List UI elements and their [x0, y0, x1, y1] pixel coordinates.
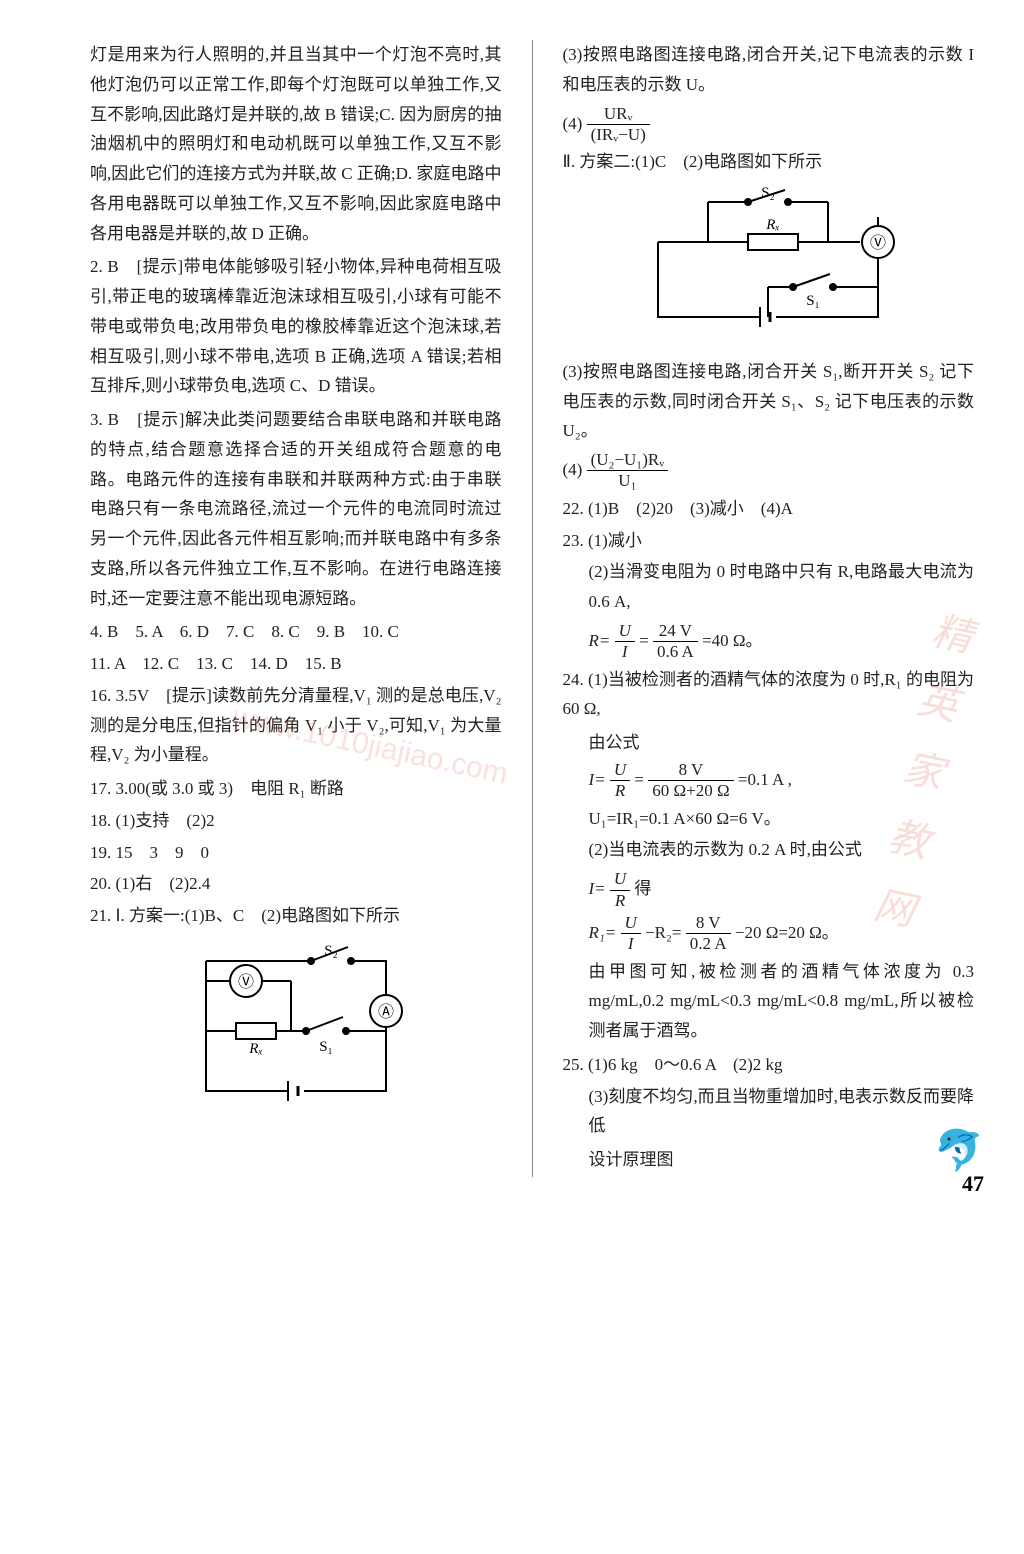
u1-calc: U₁=IR₁=0.1 A×60 Ω=6 V。: [563, 804, 975, 834]
s2-label: S₂: [324, 943, 338, 959]
s1-label-2: S₁: [806, 293, 820, 309]
r4b-fraction: (U₂−U₁)Rᵥ U₁: [587, 450, 669, 492]
r-step3: (3)按照电路图连接电路,闭合开关,记下电流表的示数 I 和电压表的示数 U。: [563, 40, 975, 100]
r9n1: U: [615, 621, 635, 642]
r4b-num: (U₂−U₁)Rᵥ: [587, 450, 669, 471]
r9c: =40 Ω。: [702, 631, 762, 650]
voltmeter-label-2: Ⓥ: [870, 234, 886, 252]
r12c: =0.1 A ,: [738, 770, 792, 789]
answer-24-2: (2)当电流表的示数为 0.2 A 时,由公式: [563, 835, 975, 865]
r-step3b: (3)按照电路图连接电路,闭合开关 S₁,断开开关 S₂ 记下电压表的示数,同时…: [563, 357, 975, 446]
formula-I2: I= UR 得: [563, 869, 975, 911]
r17-conclusion: 由甲图可知,被检测者的酒精气体浓度为 0.3 mg/mL,0.2 mg/mL<0…: [563, 957, 975, 1046]
ammeter-label: Ⓐ: [378, 1003, 394, 1021]
answer-3: 3. B [提示]解决此类问题要结合串联电路和并联电路的特点,结合题意选择合适的…: [90, 405, 502, 613]
r4-den: (IRᵥ−U): [587, 125, 650, 145]
formula-R: R= UI = 24 V0.6 A =40 Ω。: [563, 621, 975, 663]
voltmeter-label: Ⓥ: [238, 973, 254, 991]
formula-I: I= UR = 8 V60 Ω+20 Ω =0.1 A ,: [563, 760, 975, 802]
r15n: U: [610, 869, 630, 890]
r16b: −R₂=: [645, 923, 681, 942]
answer-23-2: (2)当滑变电阻为 0 时电路中只有 R,电路最大电流为 0.6 A,: [563, 557, 975, 617]
r16d2: 0.2 A: [686, 934, 731, 954]
answer-20: 20. (1)右 (2)2.4: [90, 869, 502, 899]
column-divider: [532, 40, 533, 1177]
rx-label-2: Rₓ: [766, 217, 780, 233]
page-number: 47: [934, 1171, 984, 1197]
answers-11-15: 11. A 12. C 13. C 14. D 15. B: [90, 649, 502, 679]
r9d2: 0.6 A: [653, 642, 698, 662]
rx-label: Rₓ: [248, 1041, 262, 1057]
s1-label: S₁: [319, 1039, 333, 1055]
dolphin-icon: 🐬: [934, 1131, 984, 1171]
r16d1: I: [621, 934, 641, 954]
r15d: R: [610, 891, 630, 911]
r16c: −20 Ω=20 Ω。: [735, 923, 839, 942]
r16n2: 8 V: [686, 913, 731, 934]
s2-label-2: S₂: [761, 187, 775, 201]
answer-18: 18. (1)支持 (2)2: [90, 806, 502, 836]
r-step4b: (4) (U₂−U₁)Rᵥ U₁: [563, 450, 975, 492]
r4-num: URᵥ: [587, 104, 650, 125]
r16n1: U: [621, 913, 641, 934]
circuit-diagram-1: Ⓥ Ⓐ S₂ S₁ Rₓ: [90, 941, 502, 1121]
page: 灯是用来为行人照明的,并且当其中一个灯泡不亮时,其他灯泡仍可以正常工作,即每个灯…: [0, 0, 1024, 1207]
answer-19: 19. 15 3 9 0: [90, 838, 502, 868]
answer-25-design: 设计原理图: [563, 1145, 975, 1175]
answer-22: 22. (1)B (2)20 (3)减小 (4)A: [563, 494, 975, 524]
page-footer: 🐬 47: [934, 1131, 984, 1197]
answer-17: 17. 3.00(或 3.0 或 3) 电阻 R₁ 断路: [90, 774, 502, 804]
r12n2: 8 V: [648, 760, 733, 781]
r12b: =: [634, 770, 644, 789]
answer-23-1: 23. (1)减小: [563, 526, 975, 556]
r12n1: U: [610, 760, 630, 781]
answer-25-1: 25. (1)6 kg 0～0.6 A (2)2 kg: [563, 1050, 975, 1080]
r16a: R₁=: [589, 923, 617, 942]
r9a: R=: [589, 631, 611, 650]
formula-R1: R₁= UI −R₂= 8 V0.2 A −20 Ω=20 Ω。: [563, 913, 975, 955]
answer-2: 2. B [提示]带电体能够吸引轻小物体,异种电荷相互吸引,带正电的玻璃棒靠近泡…: [90, 252, 502, 401]
answer-1-explanation: 灯是用来为行人照明的,并且当其中一个灯泡不亮时,其他灯泡仍可以正常工作,即每个灯…: [90, 40, 502, 248]
r-step4: (4) URᵥ (IRᵥ−U): [563, 104, 975, 146]
r9d1: I: [615, 642, 635, 662]
r12d1: R: [610, 781, 630, 801]
r9b: =: [639, 631, 649, 650]
r12a: I=: [589, 770, 606, 789]
r15a: I=: [589, 879, 606, 898]
r4b-prefix: (4): [563, 460, 583, 479]
r12d2: 60 Ω+20 Ω: [648, 781, 733, 801]
answer-24-1: 24. (1)当被检测者的酒精气体的浓度为 0 时,R₁ 的电阻为 60 Ω,: [563, 665, 975, 725]
r4-prefix: (4): [563, 113, 583, 132]
answer-24-bygs: 由公式: [563, 728, 975, 758]
answers-4-10: 4. B 5. A 6. D 7. C 8. C 9. B 10. C: [90, 617, 502, 647]
answer-21-1: 21. Ⅰ. 方案一:(1)B、C (2)电路图如下所示: [90, 901, 502, 931]
r9n2: 24 V: [653, 621, 698, 642]
r4b-den: U₁: [587, 471, 669, 491]
circuit-diagram-2: Ⓥ S₂ S₁ Rₓ: [563, 187, 975, 347]
answer-25-3: (3)刻度不均匀,而且当物重增加时,电表示数反而要降低: [563, 1082, 975, 1142]
left-column: 灯是用来为行人照明的,并且当其中一个灯泡不亮时,其他灯泡仍可以正常工作,即每个灯…: [90, 40, 502, 1177]
r4-fraction: URᵥ (IRᵥ−U): [587, 104, 650, 146]
answer-16: 16. 3.5V [提示]读数前先分清量程,V₁ 测的是总电压,V₂ 测的是分电…: [90, 681, 502, 770]
r15b: 得: [634, 879, 651, 898]
r-scheme2: Ⅱ. 方案二:(1)C (2)电路图如下所示: [563, 147, 975, 177]
right-column: (3)按照电路图连接电路,闭合开关,记下电流表的示数 I 和电压表的示数 U。 …: [563, 40, 975, 1177]
